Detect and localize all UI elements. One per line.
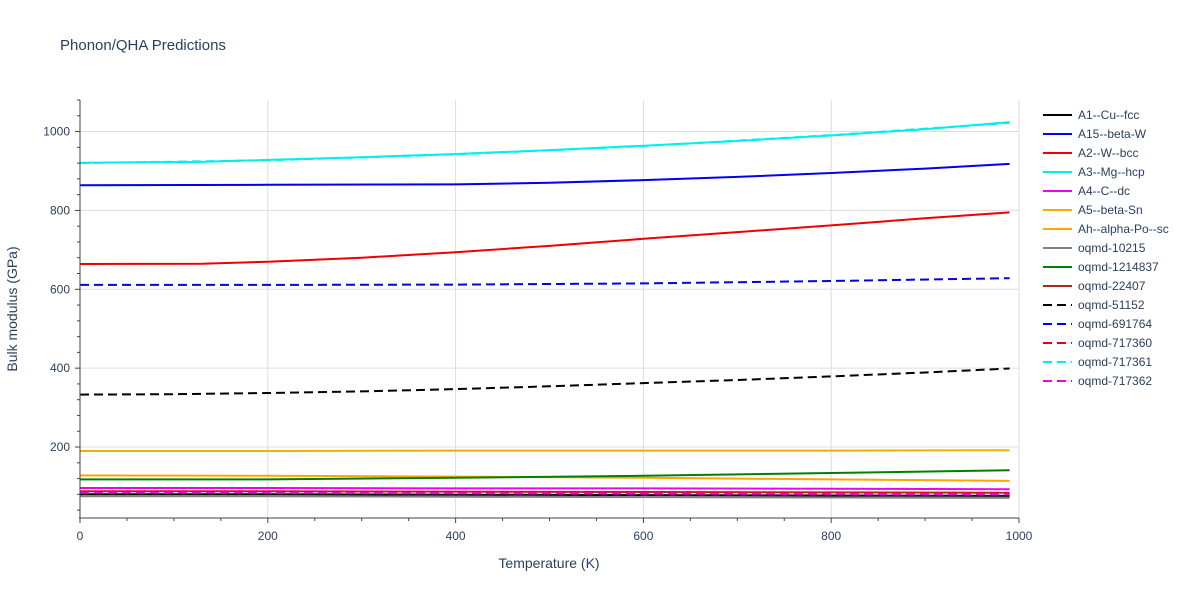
- y-tick-label: 600: [50, 282, 70, 296]
- legend-item[interactable]: oqmd-691764: [1043, 317, 1152, 331]
- series-line-Ah--alpha-Po--sc: [79, 474, 1010, 482]
- legend-label: oqmd-1214837: [1078, 260, 1159, 274]
- x-axis-title: Temperature (K): [498, 555, 599, 571]
- x-tick-label: 200: [258, 529, 278, 543]
- y-tick-label: 400: [50, 361, 70, 375]
- legend-label: oqmd-22407: [1078, 279, 1146, 293]
- legend-label: A15--beta-W: [1078, 127, 1147, 141]
- legend-item[interactable]: Ah--alpha-Po--sc: [1043, 222, 1169, 236]
- legend-label: oqmd-717360: [1078, 336, 1152, 350]
- legend-item[interactable]: oqmd-22407: [1043, 279, 1146, 293]
- y-tick-label: 200: [50, 440, 70, 454]
- series-line-oqmd-717362: [80, 491, 1010, 496]
- legend-item[interactable]: oqmd-717362: [1043, 374, 1152, 388]
- plot-area: [79, 121, 1010, 499]
- legend-label: Ah--alpha-Po--sc: [1078, 222, 1169, 236]
- x-tick-label: 600: [633, 529, 653, 543]
- x-tick-label: 0: [77, 529, 84, 543]
- legend-label: oqmd-717361: [1078, 355, 1152, 369]
- series-line-A5--beta-Sn: [80, 449, 1010, 452]
- legend-label: A4--C--dc: [1078, 184, 1130, 198]
- y-tick-label: 1000: [43, 125, 70, 139]
- axes: 0 200 400 600 800 1000 200 400 600 800 1000: [43, 99, 1033, 543]
- legend-item[interactable]: A15--beta-W: [1043, 127, 1147, 141]
- x-tick-label: 1000: [1006, 529, 1033, 543]
- series-line-oqmd-691764: [80, 277, 1010, 286]
- legend-label: oqmd-10215: [1078, 241, 1146, 255]
- series-line-A4--C--dc: [80, 487, 1010, 491]
- series-line-A15--beta-W: [79, 162, 1010, 187]
- legend-item[interactable]: oqmd-10215: [1043, 241, 1146, 255]
- x-tick-label: 400: [446, 529, 466, 543]
- legend-item[interactable]: oqmd-717361: [1043, 355, 1152, 369]
- legend-item[interactable]: oqmd-51152: [1043, 298, 1145, 312]
- legend-label: A5--beta-Sn: [1078, 203, 1143, 217]
- series-line-oqmd-1214837: [80, 469, 1010, 481]
- series-line-oqmd-51152: [79, 367, 1010, 396]
- legend-label: A2--W--bcc: [1078, 146, 1138, 160]
- legend-item[interactable]: oqmd-1214837: [1043, 260, 1159, 274]
- legend-label: A1--Cu--fcc: [1078, 108, 1139, 122]
- x-tick-label: 800: [821, 529, 841, 543]
- legend-item[interactable]: A1--Cu--fcc: [1043, 108, 1139, 122]
- series-line-oqmd-717361: [79, 121, 1010, 165]
- series-line-A1--Cu--fcc: [80, 493, 1010, 497]
- grid: [80, 100, 1020, 518]
- legend-item[interactable]: A3--Mg--hcp: [1043, 165, 1145, 179]
- y-axis-title: Bulk modulus (GPa): [4, 246, 20, 371]
- series-line-A2--W--bcc: [79, 211, 1010, 265]
- legend: A1--Cu--fcc A15--beta-W A2--W--bcc A3--Mg--…: [1043, 108, 1169, 388]
- legend-label: oqmd-717362: [1078, 374, 1152, 388]
- series-line-A3--Mg--hcp: [79, 121, 1010, 164]
- chart-title: Phonon/QHA Predictions: [60, 37, 226, 54]
- y-tick-label: 800: [50, 203, 70, 217]
- legend-label: A3--Mg--hcp: [1078, 165, 1145, 179]
- legend-item[interactable]: A5--beta-Sn: [1043, 203, 1143, 217]
- legend-label: oqmd-691764: [1078, 317, 1152, 331]
- legend-item[interactable]: oqmd-717360: [1043, 336, 1152, 350]
- legend-item[interactable]: A2--W--bcc: [1043, 146, 1138, 160]
- legend-item[interactable]: A4--C--dc: [1043, 184, 1130, 198]
- legend-label: oqmd-51152: [1078, 298, 1145, 312]
- series-line-oqmd-10215: [80, 495, 1010, 499]
